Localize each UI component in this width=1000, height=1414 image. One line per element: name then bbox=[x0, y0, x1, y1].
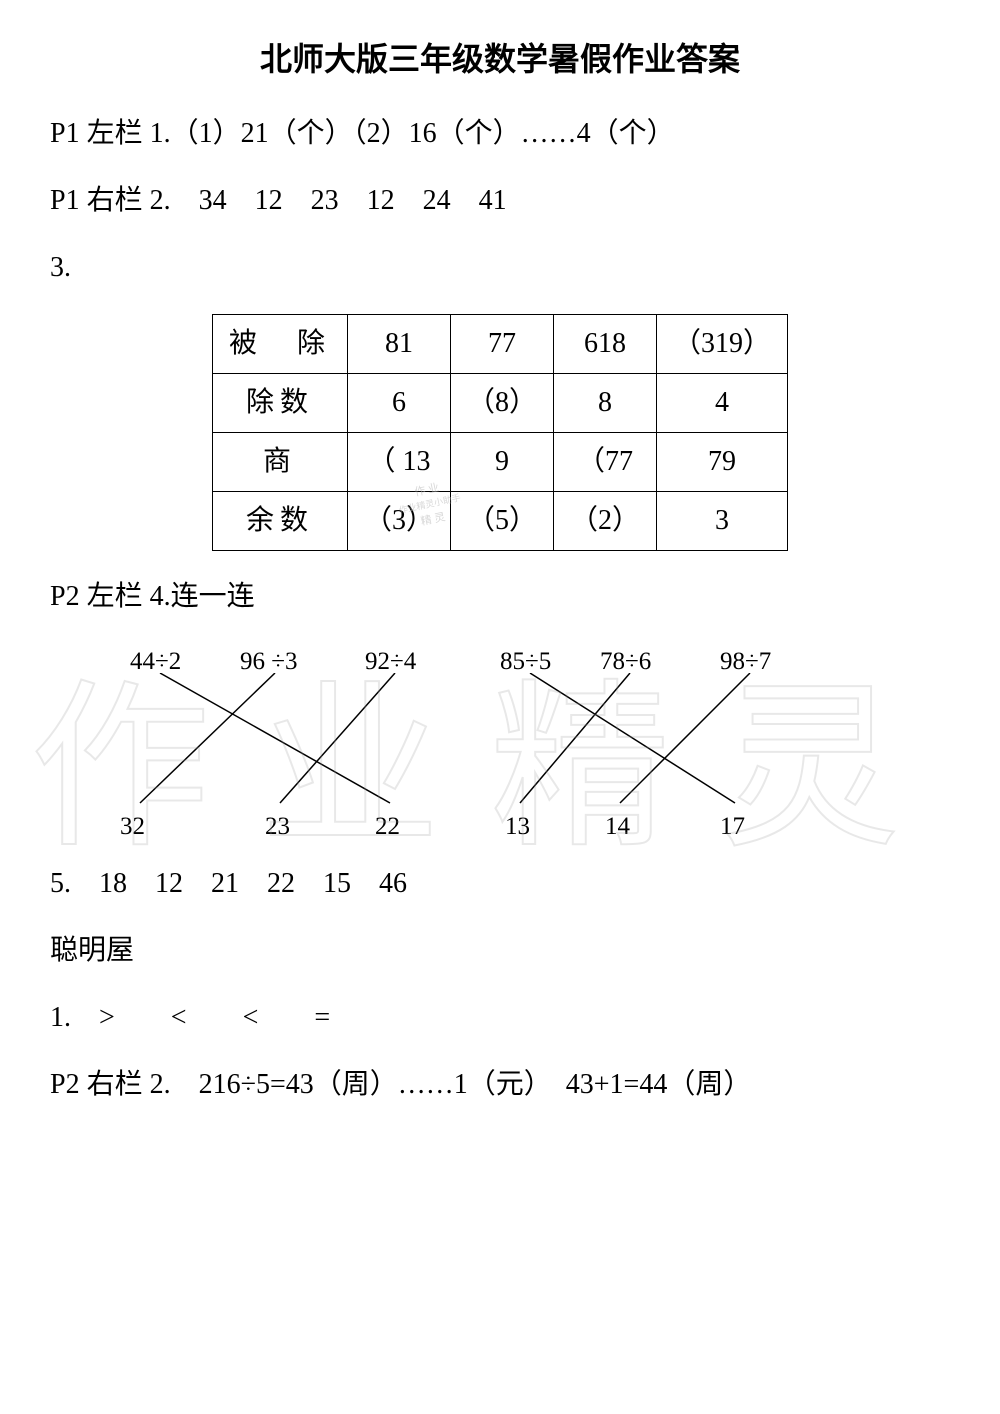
table-cell: 6 bbox=[347, 374, 450, 433]
division-table-wrap: 被 除 81 77 618 （319） 除数 6 （8） 8 4 商 （ 13 … bbox=[50, 314, 950, 551]
answer-line-p2-left: P2 左栏 4.连一连 bbox=[50, 576, 950, 618]
connect-ans: 14 bbox=[605, 808, 630, 846]
table-cell: （ 13 bbox=[347, 433, 450, 492]
table-row: 商 （ 13 9 （77 79 bbox=[212, 433, 787, 492]
table-cell: （2） bbox=[554, 492, 657, 551]
answer-line-p1-right: P1 右栏 2. 34 12 23 12 24 41 bbox=[50, 180, 950, 222]
table-label: 被 除 bbox=[212, 315, 347, 374]
connect-lines-svg bbox=[50, 673, 950, 808]
table-label: 除数 bbox=[212, 374, 347, 433]
answer-line-q3: 3. bbox=[50, 247, 950, 289]
answer-line-p2-right: P2 右栏 2. 216÷5=43（周）……1（元） 43+1=44（周） bbox=[50, 1064, 950, 1106]
answer-line-p1-left: P1 左栏 1.（1）21（个）（2）16（个）……4（个） bbox=[50, 113, 950, 155]
table-cell: 9 bbox=[450, 433, 553, 492]
connect-ans: 13 bbox=[505, 808, 530, 846]
table-row: 被 除 81 77 618 （319） bbox=[212, 315, 787, 374]
table-row: 余数 （3） （5） （2） 3 bbox=[212, 492, 787, 551]
table-cell: 618 bbox=[554, 315, 657, 374]
division-table: 被 除 81 77 618 （319） 除数 6 （8） 8 4 商 （ 13 … bbox=[212, 314, 788, 551]
table-cell: （5） bbox=[450, 492, 553, 551]
answer-line-q5: 5. 18 12 21 22 15 46 bbox=[50, 863, 950, 905]
table-cell: 3 bbox=[657, 492, 788, 551]
connect-expr: 85÷5 bbox=[500, 643, 551, 681]
table-cell: 77 bbox=[450, 315, 553, 374]
answer-line-c1: 1. > < < = bbox=[50, 997, 950, 1039]
table-cell: 4 bbox=[657, 374, 788, 433]
table-cell: （3） bbox=[347, 492, 450, 551]
connect-expr: 78÷6 bbox=[600, 643, 651, 681]
connect-expr: 98÷7 bbox=[720, 643, 771, 681]
table-cell: 8 bbox=[554, 374, 657, 433]
connect-ans: 17 bbox=[720, 808, 745, 846]
answer-line-cong: 聪明屋 bbox=[50, 930, 950, 972]
table-cell: 79 bbox=[657, 433, 788, 492]
connect-expr: 44÷2 bbox=[130, 643, 181, 681]
table-cell: 81 bbox=[347, 315, 450, 374]
connect-diagram: 44÷2 96 ÷3 92÷4 85÷5 78÷6 98÷7 32 23 22 … bbox=[50, 643, 950, 843]
table-label: 商 bbox=[212, 433, 347, 492]
table-row: 除数 6 （8） 8 4 bbox=[212, 374, 787, 433]
table-label: 余数 bbox=[212, 492, 347, 551]
table-cell: （319） bbox=[657, 315, 788, 374]
table-cell: （8） bbox=[450, 374, 553, 433]
connect-ans: 22 bbox=[375, 808, 400, 846]
connect-expr: 96 ÷3 bbox=[240, 643, 297, 681]
table-cell: （77 bbox=[554, 433, 657, 492]
page-title: 北师大版三年级数学暑假作业答案 bbox=[50, 35, 950, 83]
connect-ans: 23 bbox=[265, 808, 290, 846]
connect-expr: 92÷4 bbox=[365, 643, 416, 681]
connect-ans: 32 bbox=[120, 808, 145, 846]
